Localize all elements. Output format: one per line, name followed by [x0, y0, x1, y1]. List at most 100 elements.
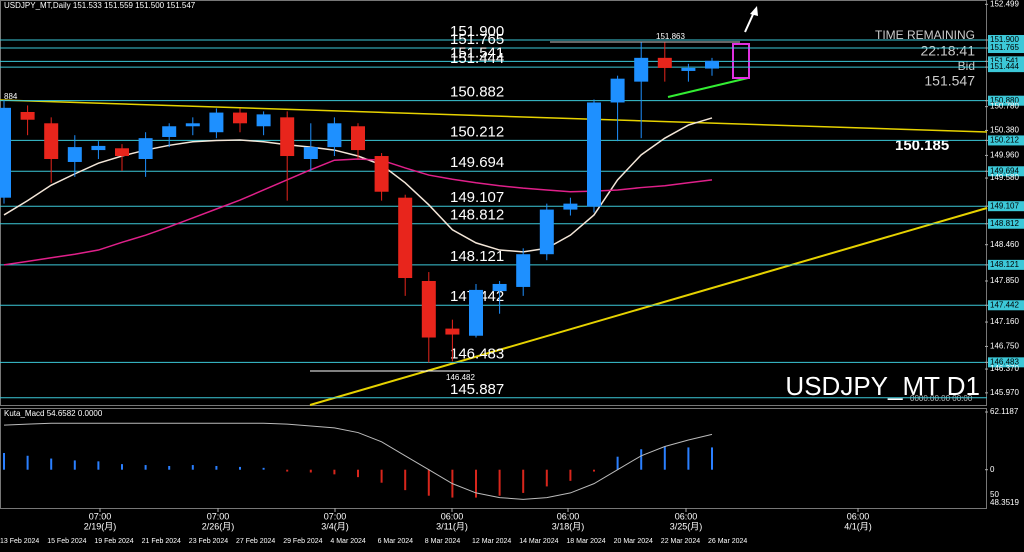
edge-label: 884	[4, 92, 18, 101]
y-tick-label: 147.160	[990, 317, 1019, 326]
candle-body	[185, 123, 200, 127]
macd-bar	[357, 469, 359, 478]
y-tick-label: 147.442	[990, 300, 1019, 309]
y-tick-label: 150.380	[990, 126, 1019, 135]
bid-label: Bid	[958, 59, 975, 73]
candle-body	[209, 112, 224, 133]
y-tick-label: 150.780	[990, 102, 1019, 111]
chart-title: USDJPY_MT,Daily 151.533 151.559 151.500 …	[4, 1, 196, 10]
macd-bar	[616, 456, 619, 470]
level-label: 150.212	[450, 123, 504, 140]
macd-bar	[475, 469, 477, 498]
macd-bar	[687, 447, 690, 470]
macd-bar	[427, 469, 430, 496]
time-label: 07:00	[207, 511, 230, 521]
time-label: 07:00	[324, 511, 347, 521]
candle-body	[20, 111, 35, 120]
level-label: 150.882	[450, 84, 504, 101]
low-mark: 146.482	[446, 373, 475, 382]
level-label: 145.887	[450, 381, 504, 398]
date-label: 2/26(月)	[202, 521, 235, 531]
macd-bar	[309, 469, 312, 473]
macd-bar	[711, 447, 713, 470]
x-tick-label: 29 Feb 2024	[283, 538, 322, 545]
y-tick-label: 149.580	[990, 173, 1019, 182]
candle-body	[91, 145, 106, 151]
x-tick-label: 19 Feb 2024	[94, 538, 133, 545]
y-tick-label: 145.970	[990, 388, 1019, 397]
macd-side-label: 50	[990, 490, 999, 499]
candle-body	[115, 148, 129, 157]
date-label: 3/25(月)	[670, 521, 703, 531]
x-tick-label: 8 Mar 2024	[425, 538, 461, 545]
y-tick-label: 148.812	[990, 219, 1019, 228]
time-label: 06:00	[441, 511, 464, 521]
level-label: 151.765	[450, 31, 504, 48]
x-tick-label: 13 Feb 2024	[0, 538, 39, 545]
candle-body	[469, 289, 483, 336]
macd-bar	[640, 449, 643, 470]
y-tick-label: 148.121	[990, 260, 1019, 269]
y-tick-label: 147.850	[990, 276, 1019, 285]
macd-bar	[168, 465, 171, 470]
candle-body	[398, 197, 413, 279]
x-tick-label: 18 Mar 2024	[566, 538, 605, 545]
y-tick-label: 0	[990, 465, 995, 474]
candle-body	[539, 209, 554, 255]
tick-box	[988, 201, 1024, 212]
candle-body	[256, 114, 271, 127]
level-label: 151.900	[450, 23, 504, 40]
x-tick-label: 4 Mar 2024	[330, 538, 366, 545]
candle-body	[280, 117, 295, 157]
y-tick-label: 149.960	[990, 151, 1019, 160]
candle-body	[492, 283, 507, 292]
candle-body	[162, 126, 177, 137]
macd-bar	[262, 467, 265, 470]
high-mark: 151.863	[656, 32, 685, 41]
candle-body	[587, 102, 601, 207]
y-tick-label: 146.370	[990, 364, 1019, 373]
date-label: 3/4(月)	[321, 521, 349, 531]
x-tick-label: 20 Mar 2024	[614, 538, 653, 545]
candle-body	[233, 112, 247, 124]
y-tick-label: 146.750	[990, 342, 1019, 351]
watermark: USDJPY_MT D1	[785, 371, 980, 401]
candle-body	[351, 126, 365, 151]
y-tick-label: 150.212	[990, 136, 1019, 145]
level-label: 148.121	[450, 248, 504, 265]
macd-bar	[121, 464, 123, 470]
trend-level: 150.185	[895, 137, 949, 154]
macd-bar	[3, 452, 5, 470]
y-tick-label: 151.900	[990, 35, 1019, 44]
tick-box	[988, 56, 1024, 67]
y-tick-label: 152.499	[990, 0, 1019, 8]
macd-bar	[239, 466, 241, 470]
time-remaining-label: TIME REMAINING	[875, 28, 975, 42]
macd-bar	[50, 458, 53, 470]
zero-time: 0000.00.00 00:00	[910, 394, 973, 403]
tick-box	[988, 218, 1024, 229]
macd-bar	[569, 469, 572, 481]
tick-box	[988, 135, 1024, 146]
macd-bar	[333, 469, 336, 475]
level-label: 151.444	[450, 50, 504, 67]
level-label: 148.812	[450, 207, 504, 224]
date-label: 3/18(月)	[552, 521, 585, 531]
macd-bar	[593, 469, 595, 472]
tick-box	[988, 43, 1024, 54]
x-tick-label: 21 Feb 2024	[142, 538, 181, 545]
candle-body	[445, 328, 460, 335]
x-tick-label: 22 Mar 2024	[661, 538, 700, 545]
macd-bar	[73, 460, 76, 470]
y-tick-label: 148.460	[990, 240, 1019, 249]
candle-body	[681, 67, 696, 71]
macd-bar	[144, 465, 147, 470]
macd-frame	[0, 408, 987, 509]
candle-body	[44, 123, 59, 160]
candle-body	[303, 147, 318, 160]
trendline	[309, 207, 988, 406]
macd-bar	[545, 469, 548, 487]
candle-body	[138, 138, 153, 160]
